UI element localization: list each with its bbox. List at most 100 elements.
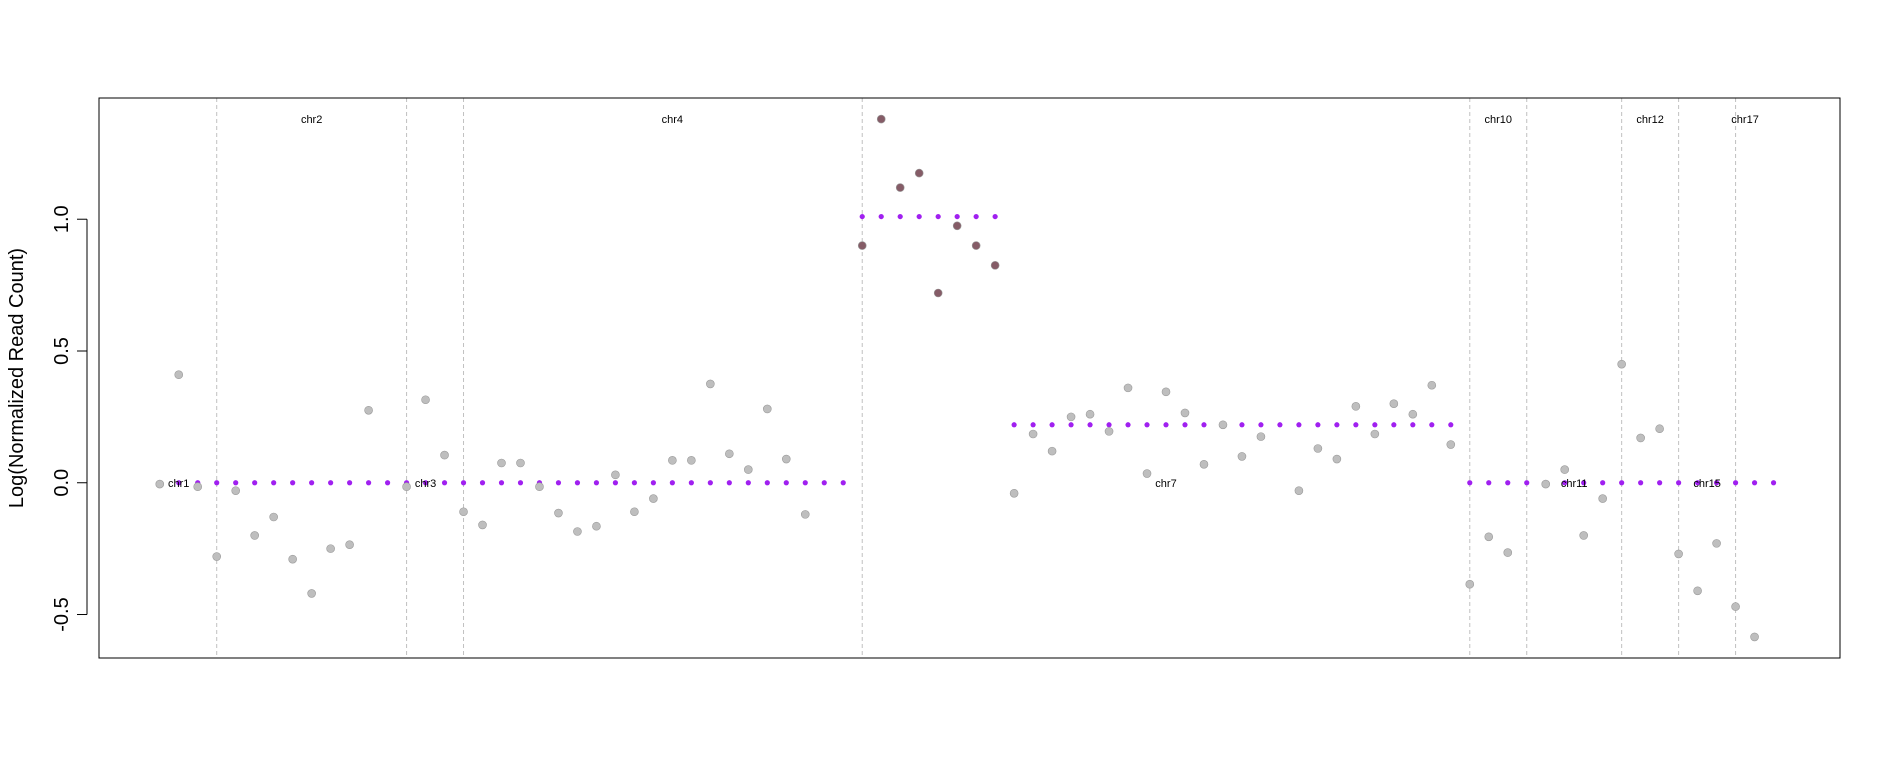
data-point	[1294, 486, 1304, 495]
data-point	[592, 521, 601, 531]
data-point	[364, 405, 373, 415]
segment-point	[1562, 480, 1568, 486]
data-point	[155, 479, 165, 489]
data-point	[744, 465, 753, 474]
segment-point	[802, 480, 808, 486]
segment-point	[384, 480, 391, 486]
data-point	[1047, 446, 1057, 456]
segment-point	[1125, 422, 1131, 428]
segment-point	[1030, 422, 1036, 428]
segment-point	[1258, 422, 1264, 428]
data-point	[1408, 409, 1418, 419]
y-tick-label: 0.0	[51, 469, 73, 497]
segment-point	[1676, 480, 1682, 486]
segment-point	[1467, 480, 1473, 486]
segment-point	[1410, 422, 1416, 428]
segment-point	[1732, 480, 1739, 486]
data-point	[1674, 549, 1683, 559]
data-point	[1237, 452, 1247, 461]
gain-data-point	[895, 183, 905, 192]
gain-data-point	[914, 168, 924, 178]
data-point	[516, 458, 525, 468]
data-point	[1712, 539, 1721, 548]
data-point	[1731, 602, 1740, 611]
segment-point	[992, 213, 998, 220]
segment-point	[612, 480, 619, 486]
y-tick-label: 0.5	[51, 337, 73, 365]
data-point	[1598, 494, 1607, 503]
segment-point	[1011, 422, 1017, 428]
data-point	[1750, 632, 1759, 642]
segment-point	[1619, 480, 1625, 486]
data-point	[1332, 454, 1342, 464]
segment-point	[1713, 480, 1720, 486]
segment-point	[593, 480, 600, 486]
data-point	[1370, 429, 1380, 439]
chromosome-label: chr17	[1731, 114, 1759, 126]
segment-point	[707, 480, 713, 486]
data-point	[478, 520, 487, 530]
chromosome-labels: chr1 chr2 chr3 chr4 chr7 chr10 chr11 chr12 chr15…	[168, 114, 1759, 490]
segment-point	[631, 480, 638, 486]
data-point	[1389, 399, 1399, 408]
segment-point	[1429, 422, 1435, 428]
segment-point	[441, 480, 448, 486]
segment-point	[1106, 422, 1112, 428]
data-point	[1351, 402, 1361, 411]
segment-point	[309, 480, 315, 486]
data-point	[573, 527, 582, 536]
data-point	[1180, 408, 1190, 418]
data-point	[307, 589, 316, 598]
segment-point	[1581, 480, 1587, 486]
segment-point	[347, 480, 353, 486]
chromosome-label: chr1	[168, 478, 189, 490]
segment-point	[726, 480, 732, 486]
segment-point	[1695, 480, 1701, 486]
segment-point	[764, 480, 770, 486]
segment-point	[1770, 480, 1777, 486]
segment-point	[422, 480, 429, 486]
data-point	[1123, 383, 1133, 393]
data-point	[554, 508, 563, 518]
data-point	[269, 512, 278, 522]
segment-point	[365, 480, 372, 486]
segment-point	[271, 480, 277, 486]
data-point	[459, 507, 468, 517]
segment-point	[1600, 480, 1606, 486]
y-axis: -0.5 0.0 0.5 1.0	[51, 205, 88, 632]
data-point	[1218, 420, 1228, 430]
segment-point	[1391, 422, 1397, 428]
chromosome-label: chr7	[1155, 478, 1176, 490]
data-point	[231, 486, 240, 495]
segment-point	[1315, 422, 1321, 428]
data-points	[155, 114, 1759, 642]
segment-point	[460, 480, 467, 486]
data-point	[1199, 460, 1209, 469]
data-point	[1427, 380, 1437, 390]
segment-point	[1353, 422, 1359, 428]
data-point	[1693, 586, 1702, 596]
segment-point	[1751, 480, 1758, 486]
segment-point	[783, 480, 789, 486]
segment-point	[745, 480, 751, 486]
chromosome-label: chr12	[1636, 114, 1664, 126]
data-point	[687, 456, 696, 465]
segment-point	[498, 480, 505, 486]
segment-point	[479, 480, 486, 486]
segment-point	[878, 213, 884, 220]
data-point	[781, 454, 791, 464]
segment-point	[1486, 480, 1492, 486]
segment-point	[859, 213, 865, 220]
data-point	[497, 458, 506, 468]
chromosome-label: chr3	[415, 478, 436, 490]
segment-point	[290, 480, 296, 486]
segment-point	[821, 480, 827, 486]
segment-point	[1163, 422, 1169, 428]
data-point	[1161, 387, 1171, 397]
data-point	[1579, 531, 1588, 540]
segment-point	[916, 213, 922, 220]
segment-point	[233, 480, 239, 486]
segment-point	[840, 480, 846, 486]
gain-data-point	[971, 241, 981, 250]
